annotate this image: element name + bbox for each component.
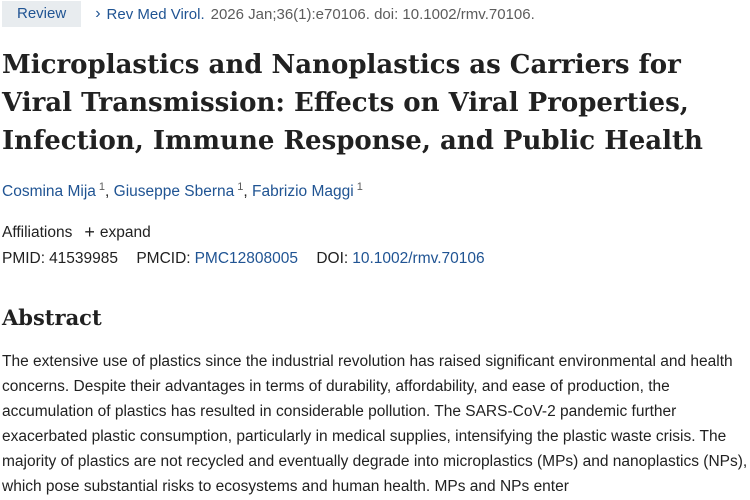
identifiers: PMID: 41539985 PMCID: PMC12808005 DOI: 10.1…	[2, 250, 485, 268]
author-separator: ,	[105, 183, 110, 201]
doi-link[interactable]: 10.1002/rmv.70106	[352, 250, 485, 267]
doi-label: DOI:	[316, 250, 349, 267]
author-separator: ,	[243, 183, 248, 201]
plus-icon: +	[84, 222, 95, 242]
publication-type-badge: Review	[2, 1, 82, 27]
affiliation-ref[interactable]: 1	[98, 181, 106, 193]
abstract-text: The extensive use of plastics since the …	[2, 353, 748, 495]
citation-bar: Review › Rev Med Virol. 2026 Jan;36(1):e…	[0, 0, 535, 28]
pmid-label: PMID:	[2, 250, 46, 267]
affiliations-toggle[interactable]: Affiliations + expand	[2, 222, 151, 243]
expand-label: expand	[99, 223, 151, 241]
pmid-value: 41539985	[49, 250, 119, 267]
author-link[interactable]: Fabrizio Maggi	[252, 183, 354, 201]
pmcid-label: PMCID:	[136, 250, 191, 267]
article-title: Microplastics and Nanoplastics as Carrie…	[2, 50, 703, 156]
citation-text: 2026 Jan;36(1):e70106. doi: 10.1002/rmv.…	[210, 5, 535, 23]
author-list: Cosmina Mija 1, Giuseppe Sberna 1, Fabrizi…	[2, 181, 363, 201]
affiliations-label: Affiliations	[2, 223, 73, 241]
journal-link[interactable]: Rev Med Virol.	[106, 5, 205, 23]
author-link[interactable]: Giuseppe Sberna	[113, 183, 235, 201]
affiliation-ref[interactable]: 1	[356, 181, 363, 193]
pmcid-link[interactable]: PMC12808005	[194, 250, 299, 267]
abstract-heading: Abstract	[2, 305, 102, 330]
affiliation-ref[interactable]: 1	[237, 181, 244, 193]
chevron-right-icon: ›	[95, 5, 101, 22]
author-link[interactable]: Cosmina Mija	[2, 183, 96, 201]
